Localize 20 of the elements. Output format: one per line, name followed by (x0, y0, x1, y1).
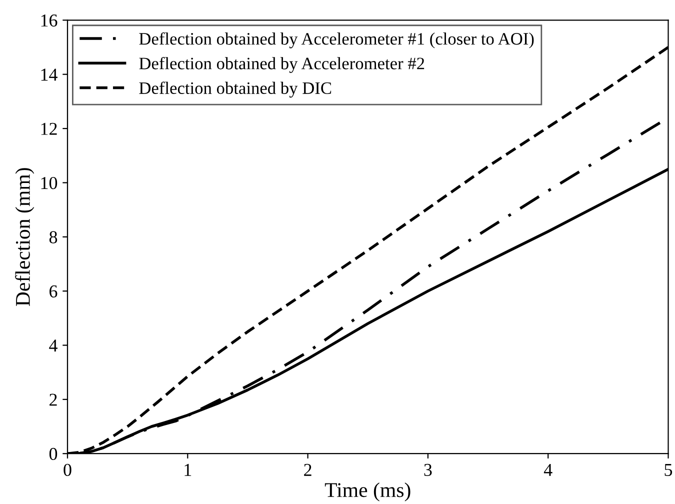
y-tick-label: 14 (41, 68, 58, 81)
x-tick-label: 4 (544, 464, 552, 476)
legend-label: Deflection obtained by DIC (139, 82, 332, 98)
x-tick-label: 3 (424, 464, 432, 476)
y-tick-label: 8 (49, 231, 58, 244)
y-tick-label: 10 (41, 176, 58, 190)
y-tick-label: 0 (49, 448, 58, 460)
x-tick-label: 1 (184, 464, 192, 476)
x-axis-title: Time (ms) (324, 482, 410, 502)
y-tick-label: 16 (41, 14, 58, 27)
y-tick-label: 2 (50, 394, 57, 406)
y-tick-label: 6 (50, 285, 58, 298)
x-tick-label: 5 (664, 464, 672, 476)
x-tick-label: 0 (64, 464, 72, 476)
y-tick-label: 12 (41, 122, 57, 135)
legend-label: Deflection obtained by Accelerometer #1 (closer to AOI) (139, 32, 534, 48)
legend-label: Deflection obtained by Accelerometer #2 (139, 56, 424, 73)
x-tick-label: 2 (304, 464, 312, 476)
y-axis-title: Deflection (mm) (15, 168, 34, 306)
y-tick-label: 4 (49, 340, 58, 352)
